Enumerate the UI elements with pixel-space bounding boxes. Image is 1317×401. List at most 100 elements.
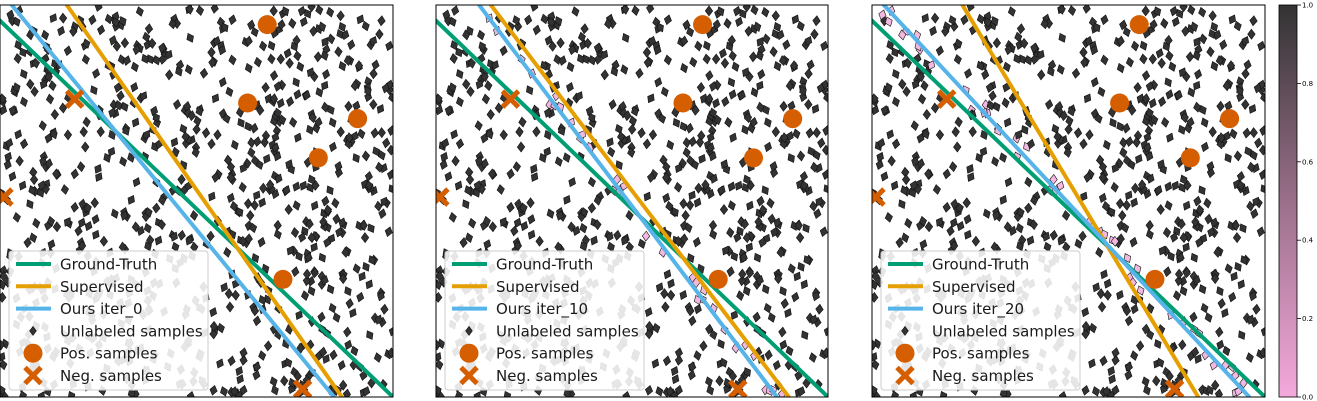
unlabeled-sample-point bbox=[754, 216, 763, 228]
unlabeled-sample-point bbox=[111, 16, 120, 28]
unlabeled-sample-point bbox=[776, 246, 785, 258]
unlabeled-sample-point bbox=[1119, 19, 1128, 31]
unlabeled-sample-point bbox=[587, 202, 597, 214]
unlabeled-sample-point bbox=[238, 235, 248, 247]
unlabeled-sample-point bbox=[329, 349, 338, 361]
unlabeled-sample-point bbox=[385, 40, 393, 52]
unlabeled-sample-point bbox=[1057, 235, 1065, 246]
unlabeled-sample-point bbox=[261, 82, 270, 94]
unlabeled-sample-point bbox=[1016, 207, 1025, 218]
unlabeled-sample-point bbox=[981, 69, 990, 80]
unlabeled-sample-point bbox=[136, 225, 145, 237]
unlabeled-sample-point bbox=[28, 185, 37, 196]
unlabeled-sample-point bbox=[767, 312, 776, 323]
legend-unlabeled-swatch bbox=[465, 325, 473, 336]
unlabeled-sample-point bbox=[213, 129, 222, 141]
unlabeled-sample-point bbox=[1161, 116, 1170, 128]
unlabeled-sample-point bbox=[728, 50, 737, 62]
unlabeled-sample-point bbox=[722, 245, 730, 256]
unlabeled-sample-point bbox=[266, 179, 275, 191]
unlabeled-sample-point bbox=[922, 108, 931, 120]
unlabeled-sample-point bbox=[800, 279, 808, 290]
unlabeled-sample-point bbox=[63, 129, 73, 141]
unlabeled-sample-point bbox=[1253, 82, 1262, 94]
unlabeled-sample-point bbox=[355, 220, 363, 231]
unlabeled-sample-point bbox=[57, 25, 65, 37]
unlabeled-sample-point bbox=[150, 105, 159, 117]
unlabeled-sample-point bbox=[338, 61, 347, 72]
legend-neg-swatch bbox=[895, 365, 915, 386]
unlabeled-sample-point bbox=[365, 279, 373, 290]
unlabeled-sample-point bbox=[1160, 377, 1169, 389]
unlabeled-sample-point bbox=[459, 237, 468, 249]
unlabeled-sample-point bbox=[315, 5, 324, 16]
unlabeled-sample-point bbox=[371, 59, 380, 71]
unlabeled-sample-point bbox=[877, 137, 886, 149]
unlabeled-sample-point bbox=[222, 113, 231, 124]
unlabeled-sample-point bbox=[364, 86, 372, 96]
unlabeled-sample-point bbox=[6, 9, 15, 21]
unlabeled-sample-point bbox=[14, 129, 22, 140]
unlabeled-sample-point bbox=[170, 137, 179, 148]
unlabeled-sample-point bbox=[123, 55, 131, 66]
unlabeled-sample-point bbox=[766, 197, 775, 209]
unlabeled-sample-point bbox=[1143, 385, 1151, 396]
unlabeled-sample-point bbox=[1171, 16, 1180, 27]
unlabeled-sample-point bbox=[628, 115, 637, 127]
unlabeled-sample-point bbox=[448, 16, 457, 27]
colorbar-tick-label: 0.4 bbox=[1302, 237, 1314, 245]
unlabeled-sample-point bbox=[604, 18, 613, 30]
unlabeled-sample-point bbox=[953, 54, 962, 65]
ours-line bbox=[477, 5, 780, 397]
unlabeled-sample-point bbox=[1149, 19, 1158, 30]
unlabeled-sample-point bbox=[532, 24, 541, 36]
unlabeled-sample-point bbox=[1115, 198, 1125, 210]
unlabeled-sample-point bbox=[627, 147, 636, 158]
unlabeled-sample-point bbox=[1213, 246, 1222, 258]
unlabeled-sample-point bbox=[875, 159, 884, 171]
unlabeled-sample-point bbox=[267, 53, 276, 65]
unlabeled-sample-point bbox=[352, 263, 361, 274]
unlabeled-sample-point bbox=[891, 138, 901, 150]
unlabeled-sample-point bbox=[652, 322, 661, 334]
unlabeled-sample-point bbox=[1122, 26, 1131, 38]
unlabeled-sample-point bbox=[516, 141, 526, 153]
unlabeled-sample-point bbox=[1141, 323, 1151, 335]
unlabeled-sample-point bbox=[1045, 99, 1054, 110]
unlabeled-sample-point bbox=[733, 5, 742, 17]
unlabeled-sample-point bbox=[579, 222, 588, 234]
unlabeled-sample-point bbox=[526, 85, 534, 96]
unlabeled-sample-point bbox=[666, 139, 675, 151]
unlabeled-sample-point bbox=[94, 5, 103, 12]
unlabeled-sample-point bbox=[727, 77, 736, 88]
unlabeled-sample-point bbox=[688, 190, 696, 201]
unlabeled-sample-point bbox=[872, 270, 880, 282]
unlabeled-sample-point bbox=[132, 44, 141, 56]
unlabeled-sample-point bbox=[796, 20, 805, 32]
unlabeled-sample-point bbox=[0, 93, 7, 105]
unlabeled-sample-point bbox=[253, 190, 261, 201]
legend-box bbox=[880, 250, 1081, 391]
unlabeled-sample-point bbox=[298, 232, 307, 243]
unlabeled-sample-point bbox=[685, 199, 695, 211]
unlabeled-sample-point bbox=[737, 90, 746, 101]
unlabeled-sample-point bbox=[1107, 390, 1115, 397]
unlabeled-sample-point bbox=[741, 124, 749, 135]
unlabeled-sample-point bbox=[0, 359, 8, 371]
unlabeled-sample-point bbox=[37, 391, 46, 397]
unlabeled-sample-point bbox=[464, 185, 473, 196]
unlabeled-sample-point bbox=[99, 235, 108, 247]
unlabeled-sample-point bbox=[745, 267, 755, 279]
unlabeled-sample-point bbox=[653, 44, 662, 56]
unlabeled-sample-point bbox=[227, 355, 236, 367]
unlabeled-sample-point bbox=[1213, 29, 1222, 41]
unlabeled-sample-point bbox=[654, 108, 663, 120]
legend-supervised-label: Supervised bbox=[60, 278, 144, 296]
unlabeled-sample-point bbox=[184, 64, 193, 75]
unlabeled-sample-point bbox=[785, 80, 795, 92]
unlabeled-sample-point bbox=[36, 187, 45, 198]
unlabeled-sample-point bbox=[95, 172, 103, 182]
unlabeled-sample-point bbox=[296, 61, 305, 72]
unlabeled-sample-point bbox=[621, 5, 630, 15]
unlabeled-sample-point bbox=[377, 15, 386, 27]
